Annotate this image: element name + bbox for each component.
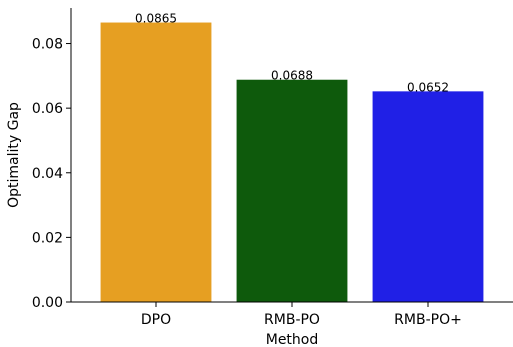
x-tick-label: RMB-PO+ <box>394 312 462 328</box>
y-tick-label: 0.02 <box>32 230 63 246</box>
bar-rmb-po <box>236 79 348 302</box>
y-axis-title: Optimality Gap <box>6 102 22 208</box>
bar-value-label: 0.0652 <box>407 80 449 94</box>
bar-value-label: 0.0688 <box>271 69 313 83</box>
y-tick-label: 0.00 <box>32 295 63 311</box>
bar-rmb-po- <box>372 91 484 302</box>
bar-value-label: 0.0865 <box>135 12 177 26</box>
bar-dpo <box>100 22 212 303</box>
x-tick-label: RMB-PO <box>264 312 320 328</box>
x-axis-ticks: DPO RMB-PO RMB-PO+ <box>141 302 462 328</box>
plot-area: 0.0865 0.0688 0.0652 <box>100 12 484 303</box>
y-tick-label: 0.08 <box>32 37 63 53</box>
y-tick-label: 0.06 <box>32 101 63 117</box>
y-tick-label: 0.04 <box>32 166 63 182</box>
y-axis-ticks: 0.00 0.02 0.04 0.06 0.08 <box>32 37 71 311</box>
x-axis-title: Method <box>266 332 319 347</box>
x-tick-label: DPO <box>141 312 171 328</box>
